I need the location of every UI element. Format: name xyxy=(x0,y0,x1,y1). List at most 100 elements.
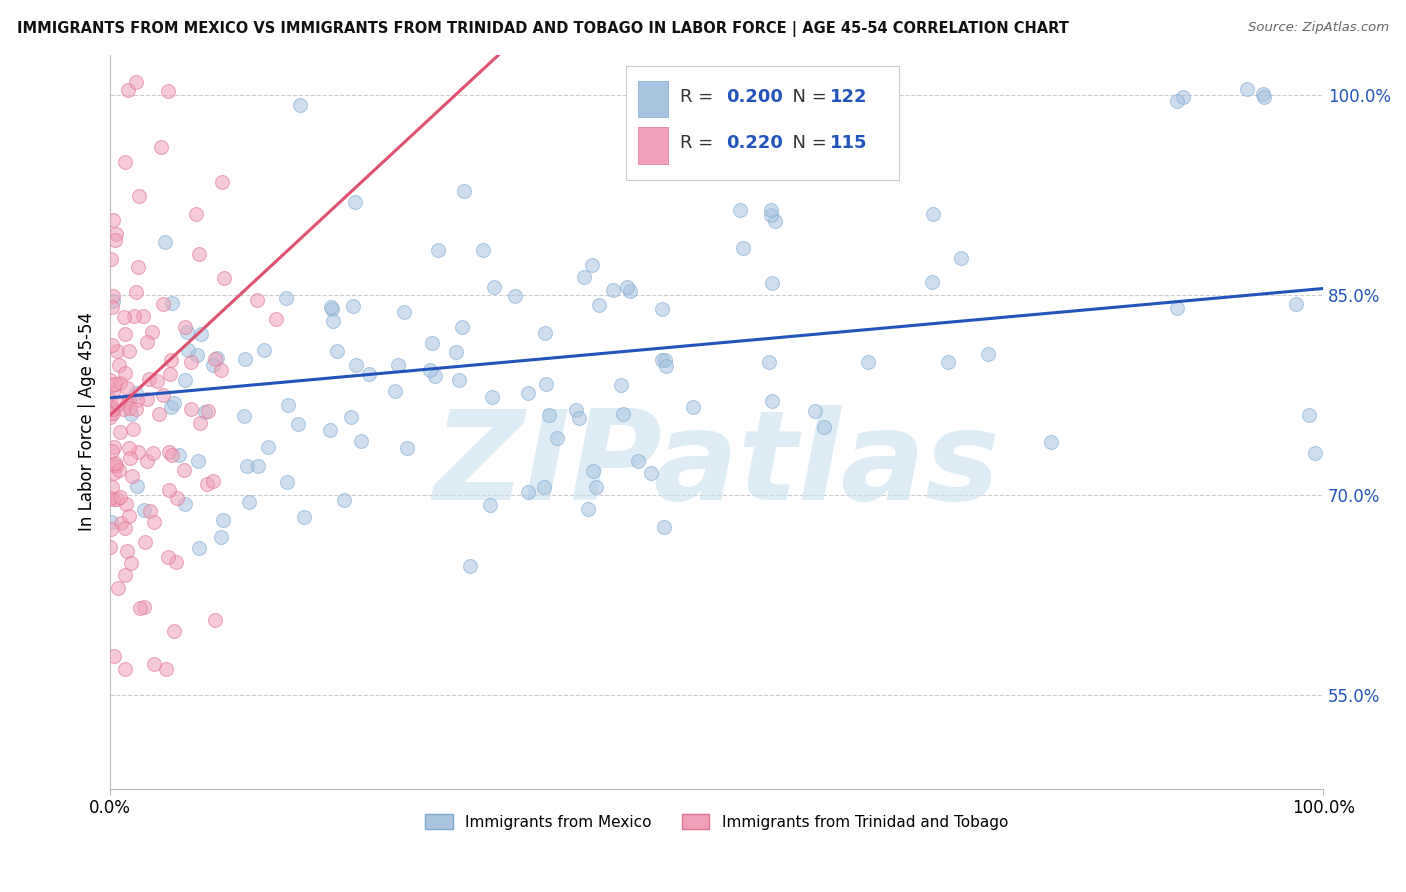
Point xyxy=(114,366,136,380)
Point xyxy=(582,465,605,479)
FancyBboxPatch shape xyxy=(638,81,668,118)
Point xyxy=(157,483,180,497)
Point xyxy=(1251,87,1274,101)
Point xyxy=(108,425,131,440)
Point xyxy=(238,495,260,509)
Point xyxy=(627,454,650,468)
Point xyxy=(616,280,638,294)
Point xyxy=(117,381,139,395)
Point xyxy=(588,298,610,312)
Point xyxy=(517,485,540,500)
Point xyxy=(357,368,380,382)
Point xyxy=(160,449,183,463)
Point xyxy=(117,83,139,97)
Point xyxy=(186,207,208,221)
Point xyxy=(142,515,165,529)
Point xyxy=(1285,297,1308,311)
Point xyxy=(100,252,122,266)
Point xyxy=(129,600,152,615)
Point xyxy=(449,373,471,387)
Point xyxy=(120,407,142,421)
Point xyxy=(101,289,124,303)
Point xyxy=(419,362,441,376)
Point xyxy=(651,302,673,317)
Point xyxy=(581,258,603,272)
Point xyxy=(619,284,641,298)
Point xyxy=(162,296,184,310)
Point xyxy=(132,599,155,614)
Point xyxy=(139,504,162,518)
Point xyxy=(640,466,662,480)
Point xyxy=(977,347,1000,361)
Point xyxy=(195,476,218,491)
Point xyxy=(277,398,299,412)
Point xyxy=(114,521,136,535)
Point xyxy=(177,343,200,358)
Point xyxy=(394,305,416,319)
Point xyxy=(761,276,783,290)
Point xyxy=(117,397,139,411)
Point xyxy=(108,491,131,505)
Point xyxy=(101,492,124,507)
Point xyxy=(166,491,188,505)
Text: R =: R = xyxy=(681,88,720,106)
Point xyxy=(108,358,131,372)
Point xyxy=(609,377,631,392)
Point xyxy=(813,420,835,434)
Point xyxy=(288,97,311,112)
Point xyxy=(103,649,125,664)
Point xyxy=(453,184,475,198)
Point xyxy=(146,375,169,389)
Point xyxy=(125,385,148,400)
Point xyxy=(1166,95,1188,109)
Point xyxy=(187,454,209,468)
Point xyxy=(120,557,142,571)
Point xyxy=(209,363,232,377)
Point xyxy=(322,313,344,327)
Point xyxy=(921,207,943,221)
Point xyxy=(276,291,298,305)
Point xyxy=(211,530,233,544)
Point xyxy=(115,497,138,511)
Point xyxy=(533,480,555,494)
Point xyxy=(204,352,226,367)
Point xyxy=(110,376,132,390)
Point xyxy=(157,445,180,459)
Point xyxy=(655,359,678,373)
Point xyxy=(318,423,340,437)
Point xyxy=(832,150,855,164)
Point xyxy=(187,246,209,260)
Point xyxy=(155,661,177,675)
Point xyxy=(253,343,276,357)
Point xyxy=(125,402,148,417)
Point xyxy=(163,624,186,638)
Point xyxy=(804,403,827,417)
Point xyxy=(858,355,880,369)
Point xyxy=(194,405,217,419)
Point xyxy=(612,407,634,421)
Point xyxy=(125,285,148,300)
Point xyxy=(127,479,149,493)
Point xyxy=(516,386,538,401)
Point xyxy=(103,458,125,472)
Point xyxy=(1236,82,1258,96)
Point xyxy=(949,251,972,265)
Text: R =: R = xyxy=(681,134,720,153)
Point xyxy=(112,401,135,416)
Point xyxy=(101,378,124,392)
Point xyxy=(384,384,406,398)
Point xyxy=(564,403,586,417)
Point xyxy=(148,407,170,421)
Point xyxy=(135,334,157,349)
Point xyxy=(342,299,364,313)
Point xyxy=(100,540,122,554)
Text: 122: 122 xyxy=(830,88,868,106)
Point xyxy=(101,443,124,458)
Point xyxy=(117,343,139,358)
Point xyxy=(101,213,124,227)
FancyBboxPatch shape xyxy=(626,66,898,180)
Point xyxy=(153,235,176,250)
Point xyxy=(160,353,183,368)
Point xyxy=(233,409,256,423)
Point xyxy=(128,188,150,202)
